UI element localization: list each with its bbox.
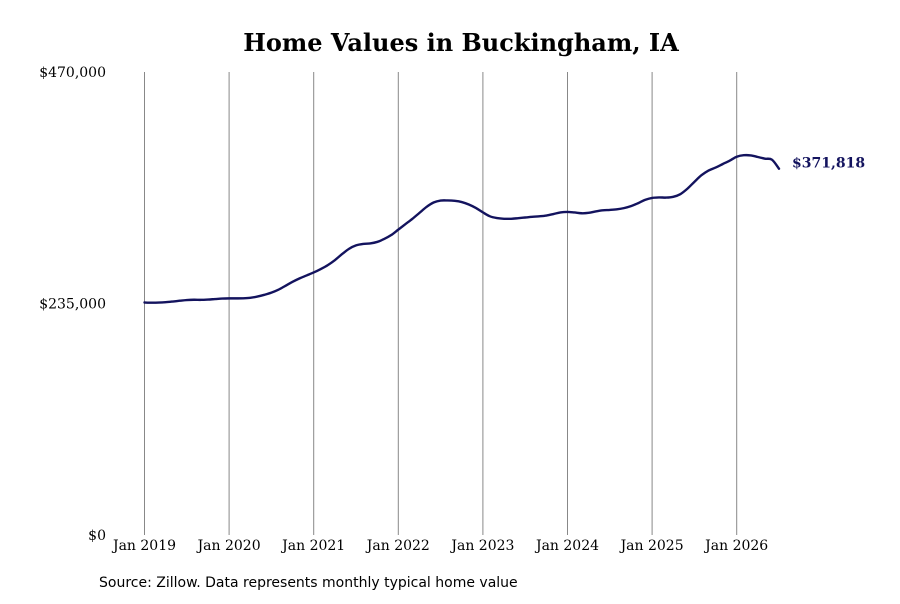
x-tick-label: Jan 2019 (111, 538, 176, 554)
y-tick-label: $235,000 (39, 297, 106, 313)
end-value-label: $371,818 (792, 156, 865, 172)
x-tick-label: Jan 2020 (196, 538, 261, 554)
x-tick-label: Jan 2022 (365, 538, 430, 554)
x-tick-label: Jan 2025 (619, 538, 684, 554)
series-layer (143, 153, 781, 304)
x-tick-label: Jan 2021 (280, 538, 345, 554)
x-tick-label: Jan 2026 (703, 538, 768, 554)
series-line (143, 153, 781, 304)
x-axis-tick-labels: Jan 2019 Jan 2020 Jan 2021 Jan 2022 Jan 2023… (111, 538, 768, 554)
y-tick-label: $0 (88, 528, 106, 544)
y-axis-tick-labels: $0 $235,000 $470,000 (39, 65, 106, 544)
vertical-gridlines (144, 72, 738, 535)
source-note: Source: Zillow. Data represents monthly … (99, 575, 518, 591)
end-label-layer: $371,818 (792, 156, 865, 172)
chart-title: Home Values in Buckingham, IA (243, 28, 679, 57)
x-tick-label: Jan 2023 (449, 538, 514, 554)
y-tick-label: $470,000 (39, 65, 106, 81)
x-tick-label: Jan 2024 (534, 538, 599, 554)
